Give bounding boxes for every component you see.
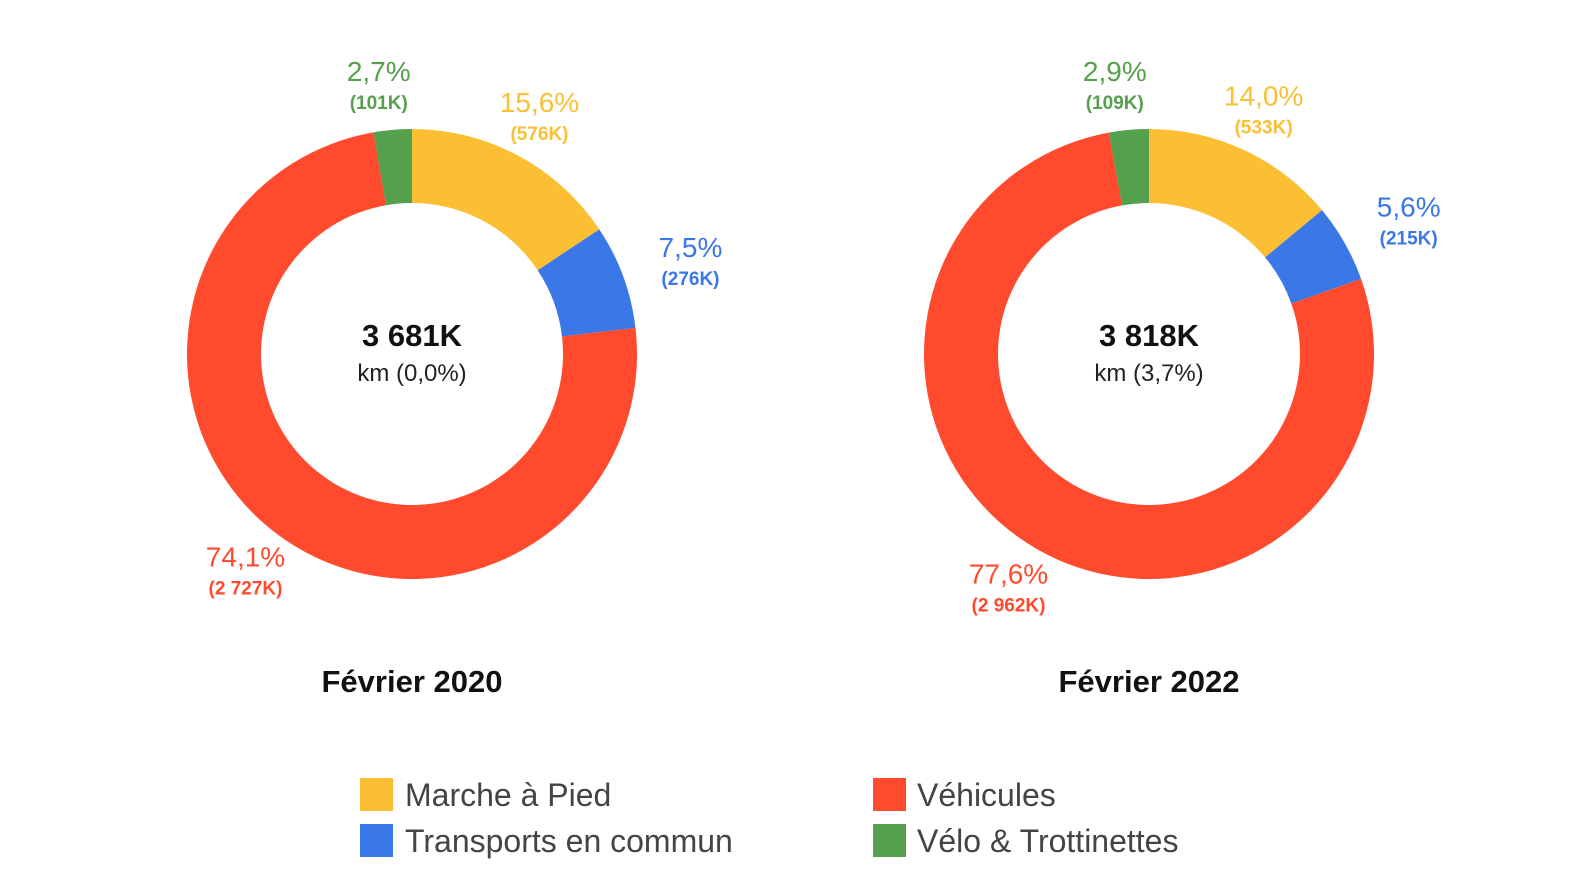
slice-value-label: (276K) <box>661 269 719 290</box>
legend-label: Véhicules <box>917 777 1056 813</box>
slice-transports <box>1265 210 1362 304</box>
slice-value-label: (576K) <box>510 124 568 145</box>
center-total: 3 818K <box>1099 318 1200 353</box>
slice-percent-label: 74,1% <box>206 541 285 572</box>
slice-velo <box>373 129 412 206</box>
slice-percent-label: 2,9% <box>1083 56 1147 87</box>
slice-percent-label: 2,7% <box>347 56 411 87</box>
chart-title: Février 2020 <box>322 664 503 699</box>
slice-value-label: (101K) <box>350 93 408 114</box>
legend-item: Véhicules <box>873 777 1056 813</box>
legend-swatch-transports <box>360 824 393 857</box>
slice-percent-label: 14,0% <box>1224 81 1303 112</box>
legend-item: Marche à Pied <box>360 777 611 813</box>
slice-vehicules <box>187 132 637 579</box>
slice-percent-label: 5,6% <box>1377 192 1441 223</box>
slice-velo <box>1108 129 1149 206</box>
legend-label: Vélo & Trottinettes <box>917 823 1178 859</box>
slice-marche <box>412 129 600 271</box>
legend-swatch-vehicules <box>873 778 906 811</box>
center-total: 3 681K <box>362 318 463 353</box>
legend-label: Transports en commun <box>405 823 733 859</box>
center-subtitle: km (0,0%) <box>357 360 466 387</box>
legend-swatch-marche <box>360 778 393 811</box>
slice-value-label: (2 962K) <box>972 596 1046 617</box>
legend: Marche à Pied Transports en commun Véhic… <box>360 777 1178 859</box>
legend-label: Marche à Pied <box>405 777 611 813</box>
slice-percent-label: 77,6% <box>969 559 1048 590</box>
donut-chart-2022: 3 818K km (3,7%) Février 2022 14,0% (533K… <box>923 56 1441 699</box>
slice-value-label: (109K) <box>1086 93 1144 114</box>
slice-value-label: (533K) <box>1235 118 1293 139</box>
legend-swatch-velo <box>873 824 906 857</box>
chart-title: Février 2022 <box>1059 664 1240 699</box>
slice-transports <box>537 229 636 337</box>
slice-percent-label: 15,6% <box>500 87 579 118</box>
center-subtitle: km (3,7%) <box>1094 360 1203 387</box>
donut-chart-2020: 3 681K km (0,0%) Février 2020 15,6% (576K… <box>187 56 722 699</box>
slice-marche <box>1149 129 1322 258</box>
legend-item: Transports en commun <box>360 823 733 859</box>
slice-vehicules <box>923 132 1375 579</box>
slice-percent-label: 7,5% <box>659 232 723 263</box>
slice-value-label: (215K) <box>1380 229 1438 250</box>
slice-value-label: (2 727K) <box>209 578 283 599</box>
legend-item: Vélo & Trottinettes <box>873 823 1178 859</box>
